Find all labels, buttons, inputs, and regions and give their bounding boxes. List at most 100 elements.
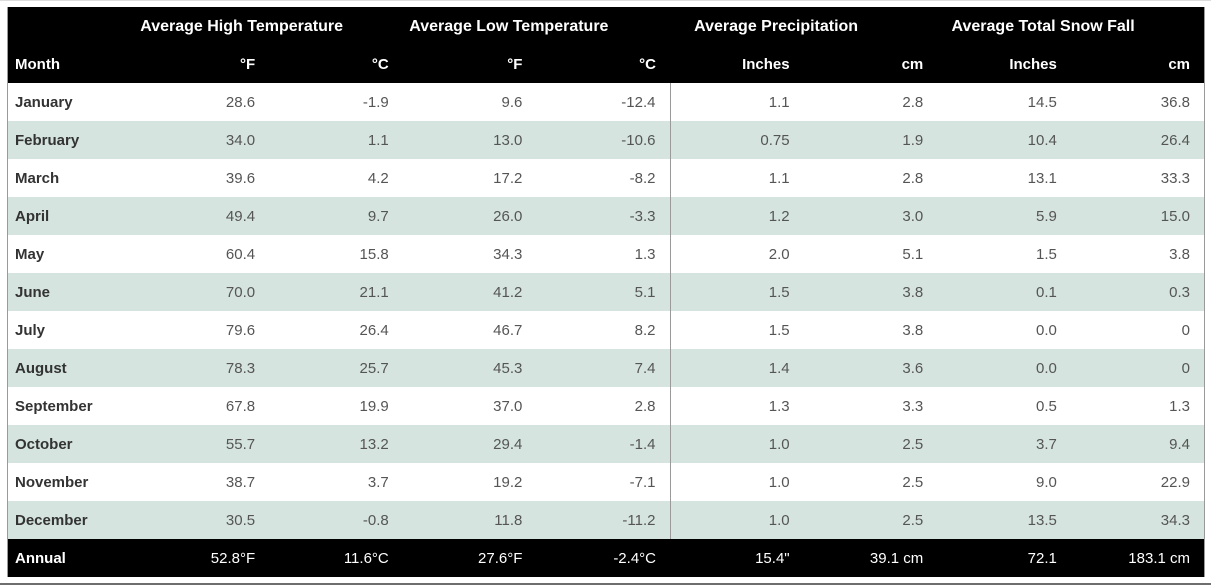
value-cell: 3.0: [902, 207, 924, 225]
value-cell: 1.1: [367, 131, 389, 149]
value-cell: -8.2: [629, 169, 656, 187]
value-cell: 2.5: [902, 435, 924, 453]
value-cell: 29.4: [493, 435, 523, 453]
value-cell: 78.3: [225, 359, 256, 377]
value-cell: 37.0: [493, 397, 523, 415]
value-cell: 21.1: [359, 283, 389, 301]
group-header-row: Average High Temperature Average Low Temp…: [7, 7, 1205, 46]
value-cell: 0.75: [669, 121, 804, 159]
table-row: June 70.0 21.1 41.2 5.1 1.5 3.8 0.1 0.3: [7, 273, 1205, 311]
table-row: April 49.4 9.7 26.0 -3.3 1.2 3.0 5.9 15.0: [7, 197, 1205, 235]
value-cell: 0.3: [1169, 283, 1190, 301]
value-cell: 8.2: [634, 321, 656, 339]
table-header: Average High Temperature Average Low Temp…: [7, 7, 1205, 83]
value-cell: 2.8: [902, 169, 924, 187]
group-header: Average Low Temperature: [402, 7, 670, 46]
unit-header: Inches: [937, 46, 1071, 83]
value-cell: 22.9: [1160, 473, 1190, 491]
value-cell: -1.9: [362, 93, 389, 111]
table-row: December 30.5 -0.8 11.8 -11.2 1.0 2.5 13.5 34.3: [7, 501, 1205, 539]
value-cell: 1.5: [1036, 245, 1057, 263]
value-cell: 3.3: [902, 397, 924, 415]
table-row: July 79.6 26.4 46.7 8.2 1.5 3.8 0.0 0: [8, 311, 1205, 349]
value-cell: 1.3: [1169, 397, 1190, 415]
month-cell: January: [15, 93, 73, 111]
value-cell: 0: [1181, 321, 1190, 339]
value-cell: 17.2: [493, 169, 523, 187]
month-cell: March: [15, 169, 60, 187]
value-cell: -7.1: [629, 473, 656, 491]
value-cell: 1.5: [669, 273, 804, 311]
value-cell: 4.2: [367, 169, 389, 187]
value-cell: 19.2: [493, 473, 523, 491]
value-cell: 33.3: [1160, 169, 1190, 187]
value-cell: 1.0: [669, 463, 804, 501]
value-cell: 55.7: [225, 435, 256, 453]
climate-table: Average High Temperature Average Low Temp…: [7, 7, 1205, 577]
value-cell: 13.0: [493, 131, 523, 149]
unit-header: °C: [269, 46, 403, 83]
value-cell: 49.4: [225, 207, 256, 225]
month-cell: April: [15, 207, 50, 225]
value-cell: 34.0: [225, 131, 256, 149]
value-cell: 79.6: [225, 321, 256, 339]
month-cell: May: [15, 245, 45, 263]
value-cell: 13.1: [1027, 169, 1057, 187]
value-cell: 1.4: [669, 349, 804, 387]
month-cell: February: [15, 131, 80, 149]
value-cell: 26.4: [359, 321, 389, 339]
table-row: January 28.6 -1.9 9.6 -12.4 1.1 2.8 14.5 36.8: [8, 83, 1205, 121]
value-cell: 67.8: [225, 397, 256, 415]
value-cell: 2.0: [669, 235, 804, 273]
annual-value-cell: 39.1 cm: [869, 549, 924, 567]
value-cell: 1.0: [669, 501, 804, 539]
value-cell: 3.6: [902, 359, 924, 377]
annual-value-cell: 15.4": [755, 549, 790, 567]
value-cell: 9.4: [1169, 435, 1190, 453]
value-cell: 0.5: [1036, 397, 1057, 415]
value-cell: 13.2: [359, 435, 389, 453]
value-cell: -11.2: [622, 511, 656, 529]
table-body: January 28.6 -1.9 9.6 -12.4 1.1 2.8 14.5 36.8 Feb…: [7, 83, 1205, 539]
value-cell: -0.8: [362, 511, 389, 529]
value-cell: 15.0: [1160, 207, 1190, 225]
unit-header: °F: [402, 46, 537, 83]
value-cell: 7.4: [634, 359, 656, 377]
month-cell: July: [15, 321, 46, 339]
table-row: October 55.7 13.2 29.4 -1.4 1.0 2.5 3.7 9.4: [7, 425, 1205, 463]
value-cell: 1.1: [669, 83, 804, 121]
value-cell: 34.3: [493, 245, 523, 263]
group-header: Average Total Snow Fall: [937, 7, 1205, 46]
value-cell: 46.7: [493, 321, 523, 339]
unit-header: cm: [1070, 46, 1205, 83]
value-cell: 0.0: [1036, 321, 1057, 339]
value-cell: 3.8: [902, 283, 924, 301]
table-row: February 34.0 1.1 13.0 -10.6 0.75 1.9 10.4 26.4: [7, 121, 1205, 159]
value-cell: 1.5: [669, 311, 804, 349]
value-cell: -12.4: [621, 93, 656, 111]
value-cell: -1.4: [629, 435, 656, 453]
value-cell: 1.2: [669, 197, 804, 235]
value-cell: -3.3: [629, 207, 656, 225]
value-cell: 5.1: [634, 283, 656, 301]
month-cell: August: [15, 359, 67, 377]
value-cell: 28.6: [225, 93, 256, 111]
month-cell: September: [15, 397, 93, 415]
value-cell: 2.8: [902, 93, 924, 111]
annual-value-cell: 27.6°F: [478, 549, 523, 567]
table-row: September 67.8 19.9 37.0 2.8 1.3 3.3 0.5 1.3: [8, 387, 1205, 425]
value-cell: 3.8: [902, 321, 924, 339]
value-cell: 13.5: [1027, 511, 1057, 529]
unit-header: °F: [135, 46, 270, 83]
month-cell: November: [15, 473, 89, 491]
value-cell: 70.0: [225, 283, 256, 301]
month-cell: October: [15, 435, 73, 453]
table-row: August 78.3 25.7 45.3 7.4 1.4 3.6 0.0 0: [7, 349, 1205, 387]
value-cell: 14.5: [1027, 93, 1057, 111]
table-footer: Annual 52.8°F 11.6°C 27.6°F -2.4°C 15.4" 39.1…: [7, 539, 1205, 577]
annual-value-cell: 72.1: [1027, 549, 1057, 567]
units-row: Month °F °C °F °C Inches cm Inches cm: [7, 46, 1205, 83]
value-cell: 9.6: [501, 93, 523, 111]
value-cell: 36.8: [1160, 93, 1190, 111]
value-cell: 26.4: [1160, 131, 1190, 149]
